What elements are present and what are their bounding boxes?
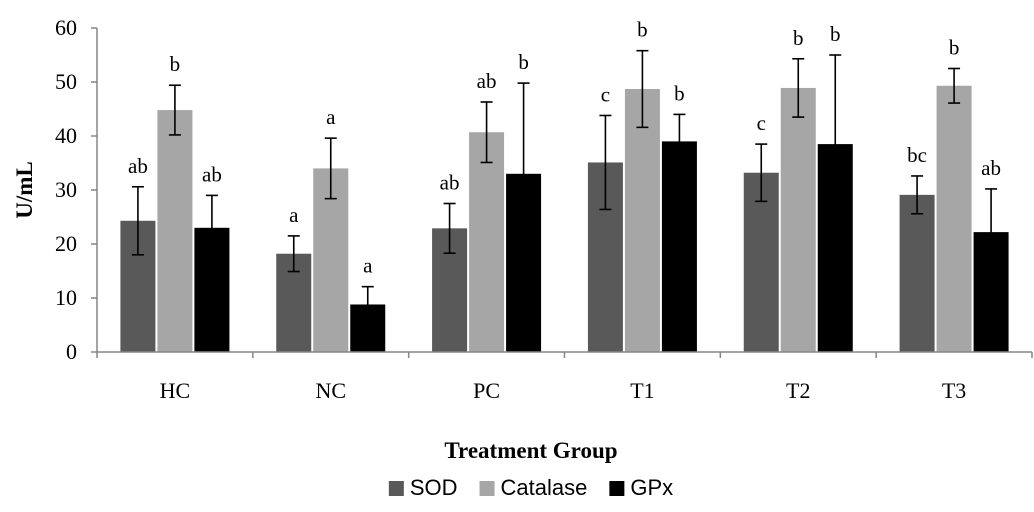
- error-bar: [131, 185, 144, 256]
- significance-label: b: [793, 26, 804, 50]
- bar-catalase: [469, 132, 505, 352]
- error-bars: [131, 49, 998, 324]
- y-tick-label: 60: [55, 15, 77, 40]
- bar-gpx: [661, 141, 697, 352]
- significance-label: ab: [440, 171, 460, 195]
- significance-label: bc: [907, 143, 927, 167]
- y-tick-label: 10: [55, 285, 77, 310]
- error-bar: [829, 54, 842, 234]
- bars: [120, 85, 1009, 353]
- error-bar: [911, 175, 924, 215]
- bar-catalase: [157, 110, 193, 352]
- y-tick-label: 0: [66, 339, 77, 364]
- error-bar: [985, 188, 998, 277]
- bar-sod: [743, 172, 779, 352]
- error-bar: [324, 137, 337, 200]
- y-tick-label: 50: [55, 69, 77, 94]
- significance-label: b: [830, 22, 841, 46]
- error-bar: [205, 194, 218, 262]
- legend-swatch-sod: [388, 481, 404, 496]
- bar-sod: [899, 194, 935, 352]
- bar-catalase: [780, 87, 816, 352]
- category-label: T1: [630, 378, 654, 403]
- category-label: T2: [786, 378, 810, 403]
- legend-label: Catalase: [501, 475, 588, 500]
- significance-label: a: [289, 203, 299, 227]
- significance-label: b: [518, 50, 529, 74]
- error-bar: [168, 84, 181, 136]
- category-label: HC: [160, 378, 191, 403]
- significance-label: b: [674, 81, 685, 105]
- bar-catalase: [624, 89, 660, 353]
- error-bar: [636, 49, 649, 129]
- legend-swatch-gpx: [609, 481, 625, 496]
- error-bar: [361, 285, 374, 324]
- error-bar: [287, 235, 300, 273]
- significance-label: ab: [981, 156, 1001, 180]
- significance-label: b: [637, 18, 648, 42]
- significance-label: a: [326, 105, 336, 129]
- category-labels: HC NC PC T1 T2 T3: [160, 378, 967, 403]
- error-bar: [480, 101, 493, 164]
- significance-label: c: [757, 111, 766, 135]
- y-axis-ticks: 0 10 20 30 40 50 60: [55, 15, 97, 364]
- error-bar: [517, 82, 530, 266]
- x-axis-title: Treatment Group: [444, 438, 617, 463]
- bar-catalase: [936, 85, 972, 352]
- error-bar: [673, 113, 686, 170]
- legend-label: GPx: [630, 475, 673, 500]
- significance-label: ab: [477, 69, 497, 93]
- error-bar: [599, 114, 612, 211]
- significance-label: ab: [202, 162, 222, 186]
- error-bar: [948, 67, 961, 104]
- error-bar: [443, 202, 456, 254]
- legend-label: SOD: [410, 475, 458, 500]
- legend-swatch-catalase: [479, 481, 495, 496]
- significance-label: b: [170, 52, 181, 76]
- category-label: T3: [942, 378, 966, 403]
- y-axis-title: U/mL: [12, 161, 37, 219]
- significance-label: a: [363, 254, 373, 278]
- significance-label: c: [601, 82, 610, 106]
- error-bar: [792, 57, 805, 118]
- category-label: PC: [473, 378, 500, 403]
- y-tick-label: 40: [55, 123, 77, 148]
- significance-label: b: [949, 36, 960, 60]
- category-label: NC: [315, 378, 346, 403]
- significance-label: ab: [128, 154, 148, 178]
- error-bar: [755, 143, 768, 203]
- y-tick-label: 20: [55, 231, 77, 256]
- legend: SOD Catalase GPx: [388, 475, 673, 500]
- y-tick-label: 30: [55, 177, 77, 202]
- x-axis-ticks: [96, 352, 1033, 358]
